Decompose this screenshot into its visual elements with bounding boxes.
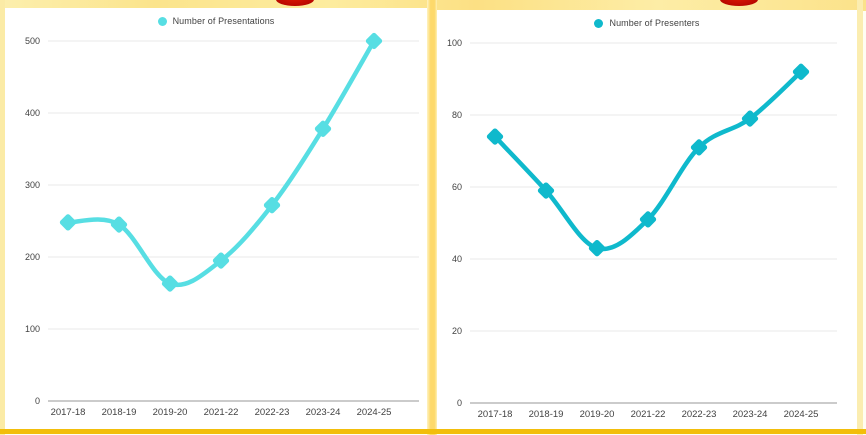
y-tick-label: 100 xyxy=(447,38,462,48)
red-decoration-icon xyxy=(276,0,314,6)
data-point-marker xyxy=(212,252,230,269)
x-axis-label: 2023-24 xyxy=(733,409,768,420)
y-tick-label: 40 xyxy=(452,254,462,264)
data-point-marker xyxy=(161,275,179,292)
x-axis-label: 2019-20 xyxy=(153,407,188,418)
y-tick-label: 200 xyxy=(25,252,40,262)
y-tick-label: 0 xyxy=(35,396,40,406)
x-axis-label: 2024-25 xyxy=(357,407,392,418)
data-point-marker xyxy=(314,120,332,137)
frame-bottom-gold-bar xyxy=(0,429,866,434)
x-axis-label: 2021-22 xyxy=(204,407,239,418)
data-point-marker xyxy=(486,128,504,145)
presentations-chart-legend: Number of Presentations xyxy=(5,13,427,29)
x-axis-label: 2017-18 xyxy=(51,407,86,418)
presentations-chart-panel: Number of Presentations 0 100 200 300 400 500… xyxy=(5,8,427,429)
x-axis-label: 2022-23 xyxy=(682,409,717,420)
data-point-marker xyxy=(59,214,77,231)
data-point-marker xyxy=(365,32,383,50)
presenters-chart-panel: Number of Presenters 0 20 40 60 80 100 2017-18… xyxy=(437,10,857,429)
x-axis-label: 2018-19 xyxy=(102,407,137,418)
y-tick-label: 80 xyxy=(452,110,462,120)
x-axis-label: 2017-18 xyxy=(478,409,513,420)
y-tick-label: 60 xyxy=(452,182,462,192)
y-tick-label: 0 xyxy=(457,398,462,408)
x-axis-label: 2024-25 xyxy=(784,409,819,420)
x-axis-label: 2023-24 xyxy=(306,407,341,418)
y-tick-label: 100 xyxy=(25,324,40,334)
x-axis-label: 2019-20 xyxy=(580,409,615,420)
presenters-chart-legend: Number of Presenters xyxy=(437,15,857,31)
legend-label: Number of Presenters xyxy=(609,18,700,28)
data-point-marker xyxy=(639,211,657,228)
y-tick-label: 500 xyxy=(25,36,40,46)
x-axis-label: 2021-22 xyxy=(631,409,666,420)
x-axis-label: 2022-23 xyxy=(255,407,290,418)
series-line xyxy=(65,38,377,288)
red-decoration-icon xyxy=(720,0,758,6)
legend-marker-icon xyxy=(594,18,604,28)
frame-right-strip xyxy=(857,0,863,435)
presenters-line-chart: 0 20 40 60 80 100 2017-18 2018-19 2019-20 2021-22… xyxy=(447,38,837,420)
data-point-marker xyxy=(741,110,759,127)
y-tick-label: 20 xyxy=(452,326,462,336)
frame-left-strip xyxy=(0,0,5,435)
data-point-marker xyxy=(792,63,810,80)
x-axis-label: 2018-19 xyxy=(529,409,564,420)
data-point-marker xyxy=(110,216,128,233)
panel-divider xyxy=(427,0,437,435)
data-point-marker xyxy=(588,240,606,257)
data-point-marker xyxy=(690,139,708,156)
legend-label: Number of Presentations xyxy=(172,16,275,26)
data-point-marker xyxy=(537,182,555,199)
presentations-line-chart: 0 100 200 300 400 500 2017-18 2018-19 2019-20 202… xyxy=(25,32,419,418)
data-point-marker xyxy=(263,197,281,214)
legend-marker-icon xyxy=(157,16,167,26)
y-tick-label: 400 xyxy=(25,108,40,118)
y-tick-label: 300 xyxy=(25,180,40,190)
